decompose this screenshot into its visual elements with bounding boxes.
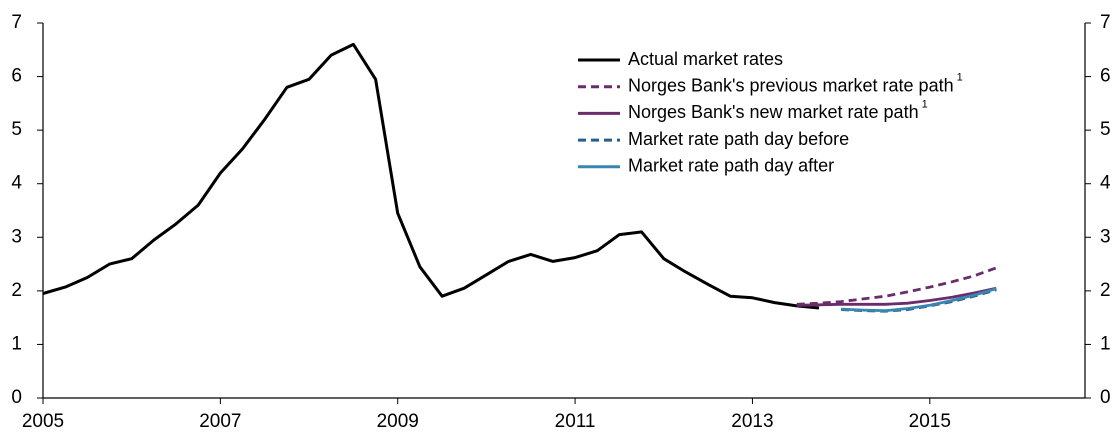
series-line xyxy=(796,266,997,306)
legend-label: Actual market rates xyxy=(628,49,783,69)
x-tick-label: 2013 xyxy=(731,411,773,432)
y2-tick-label: 5 xyxy=(1100,119,1111,140)
legend-item: Norges Bank's new market rate path 1 xyxy=(578,98,928,122)
y2-tick-label: 6 xyxy=(1100,66,1111,87)
series-line xyxy=(841,287,997,313)
x-tick-label: 2005 xyxy=(22,411,64,432)
legend-item: Market rate path day after xyxy=(578,156,834,176)
y2-tick-label: 7 xyxy=(1100,12,1111,33)
legend-note: 1 xyxy=(922,98,928,110)
legend-label: Norges Bank's previous market rate path xyxy=(628,75,954,95)
y2-tick-label: 0 xyxy=(1100,387,1111,408)
x-tick-label: 2011 xyxy=(555,411,596,432)
y-tick-label: 4 xyxy=(11,173,22,194)
legend-label: Market rate path day before xyxy=(628,129,849,149)
y2-tick-label: 4 xyxy=(1100,173,1111,194)
legend-item: Market rate path day before xyxy=(578,129,849,149)
x-tick-label: 2015 xyxy=(909,411,951,432)
legend-label: Market rate path day after xyxy=(628,156,834,176)
y-tick-label: 0 xyxy=(11,387,22,408)
legend-note: 1 xyxy=(957,72,963,84)
x-tick-label: 2009 xyxy=(377,411,419,432)
y2-tick-label: 3 xyxy=(1100,226,1111,247)
y-tick-label: 6 xyxy=(11,66,22,87)
y-tick-label: 7 xyxy=(11,12,22,33)
legend-item: Norges Bank's previous market rate path 1 xyxy=(578,72,963,95)
series-line xyxy=(42,42,820,310)
y-tick-label: 5 xyxy=(11,119,22,140)
x-tick-label: 2007 xyxy=(199,411,241,432)
y-tick-label: 3 xyxy=(11,226,22,247)
series-line xyxy=(796,286,997,307)
y-tick-label: 2 xyxy=(11,280,22,301)
legend-item: Actual market rates xyxy=(578,49,783,69)
y2-tick-label: 1 xyxy=(1100,333,1111,354)
legend-label: Norges Bank's new market rate path xyxy=(628,102,919,122)
y-tick-label: 1 xyxy=(11,333,22,354)
y2-tick-label: 2 xyxy=(1100,280,1111,301)
